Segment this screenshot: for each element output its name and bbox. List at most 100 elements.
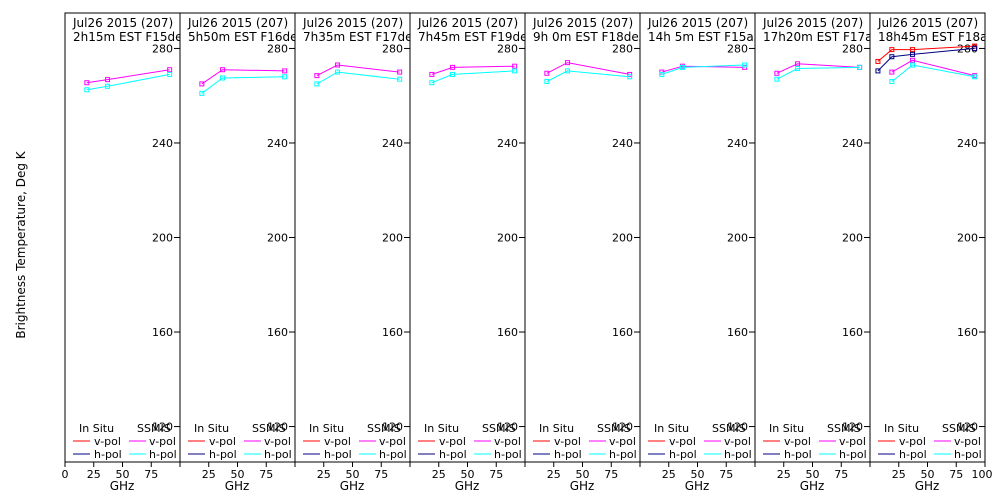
panel-2: 120 160 200 240 280 25 50 75 GHz Jul26 2015 (207)… [179,12,304,493]
legend-label-ssmis-h: h-pol [149,448,177,461]
panel-title-time: 2h15m EST F15des [73,30,189,44]
data-point-ssmis_h [742,62,748,68]
data-point-ssmis_h [972,74,978,80]
data-point-ssmis_h [627,74,633,80]
data-point-ssmis_h [910,62,916,68]
panel-title-date: Jul26 2015 (207) [302,16,403,30]
data-point-insitu_v [875,58,881,64]
panel-title-time: 17h20m EST F17asc [763,30,885,44]
panel-titles: Jul26 2015 (207)2h15m EST F15des [72,16,189,44]
x-tick-label: 50 [346,468,360,481]
panel-titles: Jul26 2015 (207)14h 5m EST F15asc [647,16,755,44]
x-tick-label: 50 [806,468,820,481]
data-point-ssmis_v [314,73,320,79]
legend-label-ssmis-h: h-pol [724,448,752,461]
panel-titles: Jul26 2015 (207)5h50m EST F16des [187,16,304,44]
panel-titles: Jul26 2015 (207)18h45m EST F18asc [877,16,1000,44]
data-point-ssmis_v [450,64,456,70]
legend-title-insitu: In Situ [424,422,459,435]
data-point-ssmis_h [314,81,320,87]
legend-title-ssmis: SSMIS [252,422,286,435]
y-tick-label: 160 [267,326,288,339]
series-line-ssmis_v [776,63,860,74]
y-tick-label: 280 [152,42,173,55]
data-point-ssmis_v [910,57,916,63]
series-line-ssmis_h [201,76,285,94]
y-tick-label: 240 [727,137,748,150]
y-tick-label: 160 [842,326,863,339]
data-point-ssmis_h [220,75,226,81]
legend-label-ssmis-v: v-pol [609,435,636,448]
legend-label-ssmis-h: h-pol [839,448,867,461]
y-tick-label: 120 [497,421,518,434]
x-tick-label: 25 [202,468,216,481]
legend-title-ssmis: SSMIS [482,422,516,435]
x-tick-label: 25 [662,468,676,481]
panel-title-date: Jul26 2015 (207) [417,16,518,30]
y-tick-label: 240 [382,137,403,150]
y-tick-label: 160 [382,326,403,339]
data-point-ssmis_h [774,76,780,82]
x-axis-label: GHz [225,479,250,493]
x-tick-label: 25 [432,468,446,481]
series-line-ssmis_v [891,59,975,77]
y-tick-label: 280 [727,42,748,55]
legend-label-insitu-v: v-pol [554,435,581,448]
legend-label-insitu-v: v-pol [209,435,236,448]
data-point-ssmis_h [397,76,403,82]
x-tick-label: 0 [62,468,69,481]
legend-label-ssmis-v: v-pol [379,435,406,448]
legend-label-ssmis-h: h-pol [379,448,407,461]
y-tick-label: 160 [497,326,518,339]
panel-title-time: 9h 0m EST F18des [533,30,645,44]
data-point-ssmis_v [512,63,518,69]
data-point-ssmis_v [889,69,895,75]
x-tick-label: 75 [834,468,848,481]
panel-title-date: Jul26 2015 (207) [187,16,288,30]
y-tick-label: 160 [612,326,633,339]
panel-title-time: 5h50m EST F16des [188,30,304,44]
x-tick-label: 50 [461,468,475,481]
y-tick-label: 280 [382,42,403,55]
y-tick-label: 120 [957,421,978,434]
legend-label-ssmis-v: v-pol [264,435,291,448]
data-point-ssmis_h [565,68,571,74]
panel-title-time: 18h45m EST F18asc [878,30,1000,44]
panel-title-time: 7h45m EST F19des [418,30,534,44]
data-point-ssmis_v [544,70,550,76]
x-tick-label: 25 [547,468,561,481]
y-tick-label: 280 [842,42,863,55]
x-axis-label: GHz [800,479,825,493]
panel-title-date: Jul26 2015 (207) [72,16,173,30]
panel-title-date: Jul26 2015 (207) [532,16,633,30]
x-axis-label: GHz [110,479,135,493]
y-tick-label: 200 [727,232,748,245]
data-point-ssmis_h [889,79,895,85]
panel-5: 120 160 200 240 280 25 50 75 GHz Jul26 2015 (207)… [524,12,645,493]
panel-titles: Jul26 2015 (207)17h20m EST F17asc [762,16,885,44]
legend-label-insitu-h: h-pol [554,448,582,461]
legend-title-insitu: In Situ [539,422,574,435]
data-point-ssmis_h [335,69,341,75]
data-point-ssmis_h [795,66,801,72]
y-tick-label: 160 [152,326,173,339]
x-tick-label: 75 [144,468,158,481]
series-line-insitu_h [877,47,975,72]
x-axis-label: GHz [915,479,940,493]
legend-label-ssmis-h: h-pol [494,448,522,461]
x-tick-label: 50 [921,468,935,481]
series-line-ssmis_v [86,69,170,84]
x-tick-label: 75 [259,468,273,481]
data-point-ssmis_v [397,69,403,75]
y-tick-label: 200 [497,232,518,245]
y-tick-label: 200 [842,232,863,245]
data-point-insitu_h [889,54,895,60]
data-point-ssmis_h [199,90,205,96]
y-tick-label: 200 [612,232,633,245]
y-tick-label: 280 [497,42,518,55]
legend-title-insitu: In Situ [309,422,344,435]
